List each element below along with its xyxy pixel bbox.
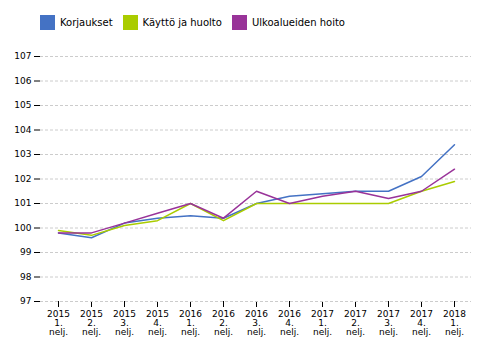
svg-text:20172.nelj.: 20172.nelj. xyxy=(344,309,367,337)
svg-text:20154.nelj.: 20154.nelj. xyxy=(146,309,169,337)
svg-text:20171.nelj.: 20171.nelj. xyxy=(311,309,334,337)
svg-text:107: 107 xyxy=(14,51,31,61)
svg-text:20151.nelj.: 20151.nelj. xyxy=(47,309,70,337)
svg-text:20164.nelj.: 20164.nelj. xyxy=(278,309,301,337)
svg-text:20174.nelj.: 20174.nelj. xyxy=(410,309,433,337)
svg-text:101: 101 xyxy=(14,198,31,208)
svg-text:105: 105 xyxy=(14,100,31,110)
svg-text:20152.nelj.: 20152.nelj. xyxy=(80,309,103,337)
html-text:Korjaukset: Korjaukset xyxy=(60,17,113,28)
svg-text:20163.nelj.: 20163.nelj. xyxy=(245,309,268,337)
svg-text:102: 102 xyxy=(14,174,31,184)
svg-text:104: 104 xyxy=(14,125,31,135)
svg-text:20173.nelj.: 20173.nelj. xyxy=(377,309,400,337)
svg-text:97: 97 xyxy=(20,296,31,306)
svg-text:103: 103 xyxy=(14,149,31,159)
svg-text:20153.nelj.: 20153.nelj. xyxy=(113,309,136,337)
html-text:Käyttö ja huolto: Käyttö ja huolto xyxy=(142,17,222,28)
svg-text:20162.nelj.: 20162.nelj. xyxy=(212,309,235,337)
svg-text:98: 98 xyxy=(20,272,32,282)
svg-text:106: 106 xyxy=(14,76,31,86)
svg-text:100: 100 xyxy=(14,223,31,233)
html-text:Ulkoalueiden hoito: Ulkoalueiden hoito xyxy=(251,17,345,28)
svg-text:20161.nelj.: 20161.nelj. xyxy=(179,309,202,337)
svg-text:20181.nelj.: 20181.nelj. xyxy=(443,309,466,337)
svg-text:99: 99 xyxy=(20,247,32,257)
